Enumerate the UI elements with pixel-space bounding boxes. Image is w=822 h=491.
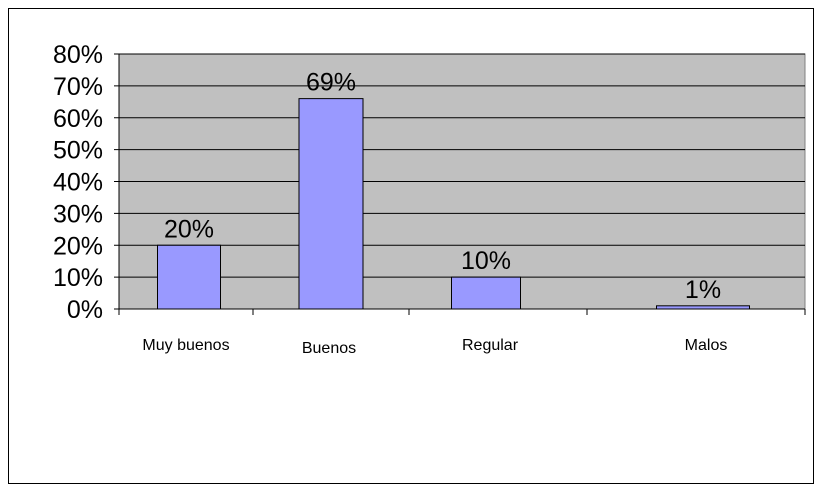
data-label: 20% <box>164 215 214 243</box>
y-tick-label: 60% <box>53 105 103 133</box>
axes <box>114 53 806 315</box>
y-tick-label: 10% <box>53 264 103 292</box>
x-tick-label: Malos <box>685 337 728 354</box>
bar-muy-buenos <box>157 244 221 310</box>
y-tick-label: 50% <box>53 137 103 165</box>
data-label: 10% <box>461 247 511 275</box>
y-tick-label: 80% <box>53 41 103 69</box>
x-tick-label: Regular <box>462 337 519 354</box>
y-tick-labels: 0% 10% 20% 30% 40% 50% 60% 70% 80% <box>53 41 103 324</box>
gridlines <box>119 53 805 278</box>
data-label: 1% <box>685 276 721 304</box>
y-tick-label: 40% <box>53 169 103 197</box>
x-tick-label: Buenos <box>302 340 356 357</box>
bar-buenos <box>298 98 364 310</box>
y-tick-label: 30% <box>53 200 103 228</box>
data-labels: 20% 69% 10% 1% <box>164 69 721 304</box>
data-label: 69% <box>306 69 356 97</box>
y-tick-label: 20% <box>53 232 103 260</box>
y-tick-label: 70% <box>53 73 103 101</box>
x-tick-labels: Muy buenos Buenos Regular Malos <box>142 337 727 357</box>
bar-regular <box>451 276 521 310</box>
y-tick-label: 0% <box>67 296 103 324</box>
bars <box>157 98 750 310</box>
x-tick-label: Muy buenos <box>142 337 229 354</box>
